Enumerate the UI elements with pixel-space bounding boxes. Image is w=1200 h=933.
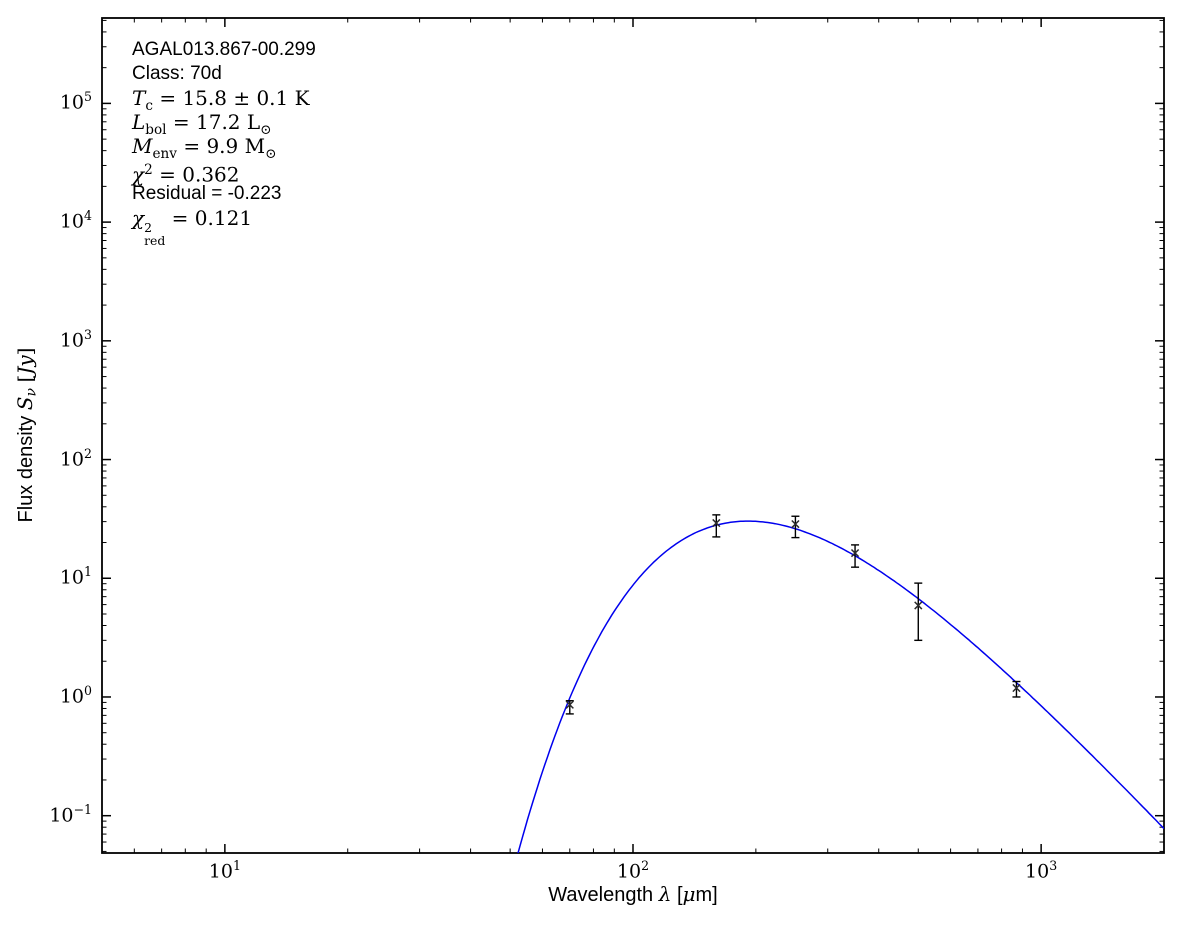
x-marker (850, 548, 860, 558)
data-point (712, 514, 721, 538)
data-point (850, 544, 860, 568)
x-marker (1012, 683, 1021, 693)
x-marker (914, 601, 923, 610)
model-curve (517, 520, 1164, 853)
data-point (914, 582, 923, 642)
data-point (565, 700, 574, 715)
data-point (791, 515, 800, 539)
x-marker (565, 700, 574, 709)
plot-frame (101, 17, 1165, 854)
data-point (1012, 680, 1021, 698)
x-marker (791, 519, 800, 529)
x-marker (712, 518, 721, 528)
